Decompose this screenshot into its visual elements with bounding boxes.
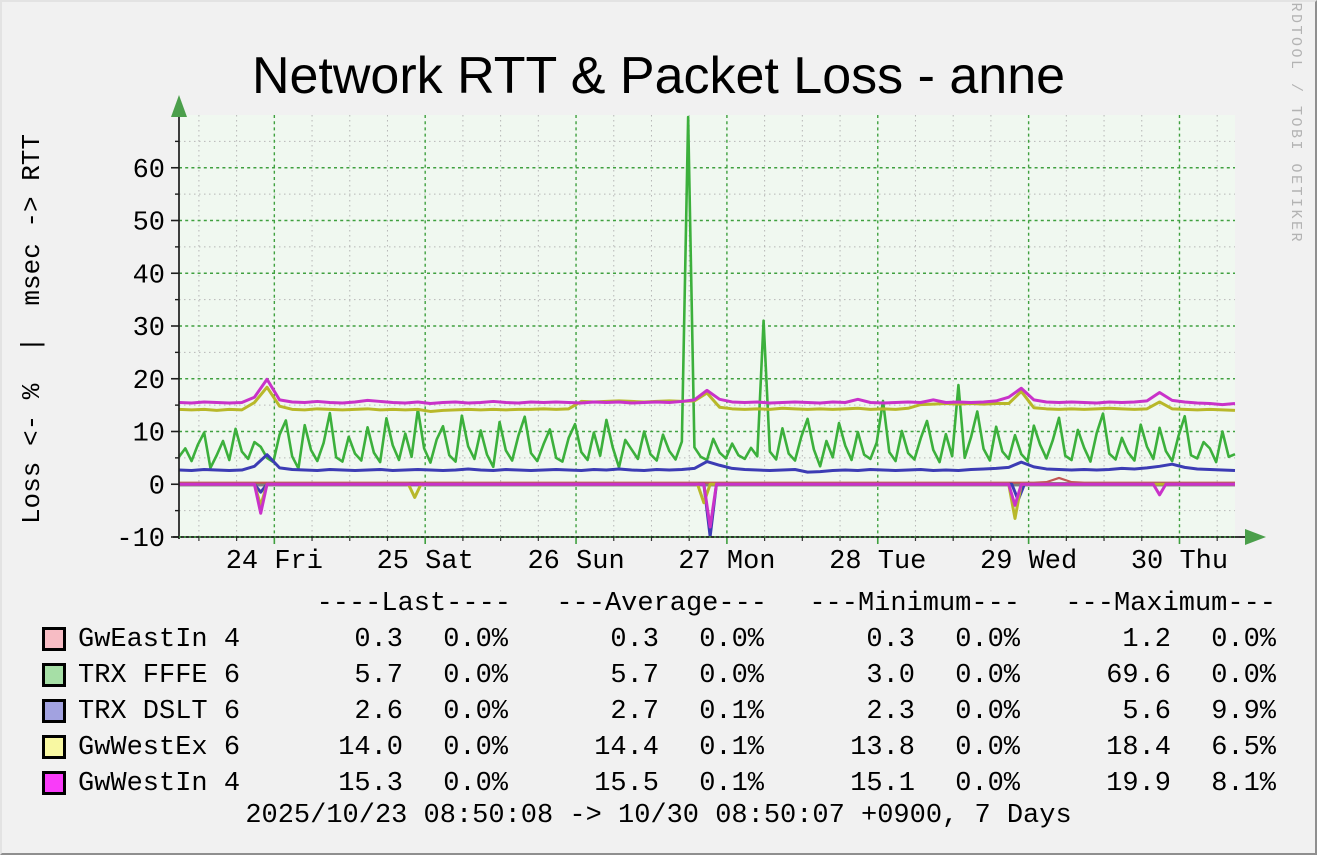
legend-maximum-value: 1.2 [1122, 625, 1171, 655]
legend-series-name: GwWestIn 4 [78, 769, 241, 799]
legend-swatch [42, 663, 66, 687]
y-tick-label: 10 [133, 420, 165, 450]
x-tick-label: 30 Thu [1131, 547, 1228, 577]
x-tick-label: 25 Sat [377, 547, 474, 577]
legend-maximum-loss: 9.9% [1211, 697, 1276, 727]
legend-minimum-loss: 0.0% [955, 697, 1020, 727]
legend-average-loss: 0.0% [699, 661, 764, 691]
series-rtt-GwEastIn [179, 476, 1235, 484]
legend-swatch [42, 627, 66, 651]
legend-series-name: GwWestEx 6 [78, 733, 241, 763]
legend-series-name: TRX FFFE 6 [78, 661, 241, 691]
series-loss-GwWestIn [179, 482, 1235, 529]
legend-last-value: 0.3 [354, 625, 403, 655]
legend-maximum-value: 69.6 [1106, 661, 1171, 691]
legend-row-trx-fffe: TRX FFFE 6 5.7 0.0% 5.7 0.0% 3.0 0.0% 69… [2, 658, 1315, 694]
legend-minimum-value: 3.0 [866, 661, 915, 691]
legend-minimum-value: 13.8 [850, 733, 915, 763]
legend-row-gwwestex: GwWestEx 6 14.0 0.0% 14.4 0.1% 13.8 0.0%… [2, 730, 1315, 766]
legend-maximum-loss: 6.5% [1211, 733, 1276, 763]
legend-swatch [42, 771, 66, 795]
chart-title: Network RTT & Packet Loss - anne [251, 47, 1066, 105]
legend-average-value: 14.4 [594, 733, 659, 763]
legend-average-loss: 0.1% [699, 769, 764, 799]
legend-header-average: ---Average--- [556, 589, 767, 619]
legend-last-loss: 0.0% [443, 769, 508, 799]
y-tick-label: 30 [133, 314, 165, 344]
legend-header-maximum: ---Maximum--- [1065, 589, 1276, 619]
y-tick-label: -10 [116, 525, 165, 555]
legend-swatch [42, 699, 66, 723]
y-tick-label: 60 [133, 156, 165, 186]
legend-minimum-value: 2.3 [866, 697, 915, 727]
zero-baseline-band [179, 482, 1235, 487]
series-rtt-GwWestIn [178, 377, 1236, 407]
legend-minimum-loss: 0.0% [955, 733, 1020, 763]
legend-maximum-value: 19.9 [1106, 769, 1171, 799]
legend-last-value: 14.0 [338, 733, 403, 763]
x-tick-label: 28 Tue [829, 547, 926, 577]
legend-last-loss: 0.0% [443, 625, 508, 655]
legend-average-value: 2.7 [610, 697, 659, 727]
x-axis-arrow [1245, 529, 1266, 545]
legend-swatch [42, 735, 66, 759]
legend-average-loss: 0.1% [699, 697, 764, 727]
rtt-loss-chart: -10 0 10 20 30 40 50 60 24 Fri 25 Sat 26 Sun 27 Mon… [116, 95, 1266, 577]
legend-last-value: 2.6 [354, 697, 403, 727]
legend-last-value: 15.3 [338, 769, 403, 799]
legend-average-value: 0.3 [610, 625, 659, 655]
legend-minimum-loss: 0.0% [955, 625, 1020, 655]
time-range-footer: 2025/10/23 08:50:08 -> 10/30 08:50:07 +0… [245, 801, 1072, 831]
x-tick-label: 29 Wed [980, 547, 1077, 577]
legend-row-gwwestin: GwWestIn 4 15.3 0.0% 15.5 0.1% 15.1 0.0%… [2, 766, 1315, 802]
y-tick-label: 20 [133, 367, 165, 397]
legend-maximum-loss: 0.0% [1211, 625, 1276, 655]
legend-header-minimum: ---Minimum--- [809, 589, 1020, 619]
legend-average-loss: 0.1% [699, 733, 764, 763]
legend-minimum-loss: 0.0% [955, 769, 1020, 799]
legend-minimum-loss: 0.0% [955, 661, 1020, 691]
legend-average-value: 5.7 [610, 661, 659, 691]
legend-row-gweastin: GwEastIn 4 0.3 0.0% 0.3 0.0% 0.3 0.0% 1.… [2, 622, 1315, 658]
y-tick-label: 0 [149, 472, 165, 502]
x-tick-label: 24 Fri [226, 547, 323, 577]
legend-last-loss: 0.0% [443, 697, 508, 727]
legend-maximum-loss: 0.0% [1211, 661, 1276, 691]
legend-minimum-value: 0.3 [866, 625, 915, 655]
series-rtt-TRX FFFE [177, 115, 1236, 470]
legend-last-loss: 0.0% [443, 661, 508, 691]
legend-minimum-value: 15.1 [850, 769, 915, 799]
x-tick-label: 27 Mon [678, 547, 775, 577]
x-tick-label: 26 Sun [527, 547, 624, 577]
y-axis-arrow [171, 95, 187, 117]
legend-average-value: 15.5 [594, 769, 659, 799]
legend-header-last: ----Last---- [316, 589, 511, 619]
legend-maximum-value: 5.6 [1122, 697, 1171, 727]
legend-last-value: 5.7 [354, 661, 403, 691]
series-rtt-TRX DSLT [178, 453, 1236, 474]
legend-maximum-loss: 8.1% [1211, 769, 1276, 799]
legend-series-name: TRX DSLT 6 [78, 697, 241, 727]
legend-average-loss: 0.0% [699, 625, 764, 655]
y-tick-label: 40 [133, 261, 165, 291]
y-tick-label: 50 [133, 209, 165, 239]
legend-maximum-value: 18.4 [1106, 733, 1171, 763]
legend-series-name: GwEastIn 4 [78, 625, 241, 655]
legend-last-loss: 0.0% [443, 733, 508, 763]
series-rtt-GwWestEx [178, 385, 1236, 413]
legend-row-trx-dslt: TRX DSLT 6 2.6 0.0% 2.7 0.1% 2.3 0.0% 5.… [2, 694, 1315, 730]
